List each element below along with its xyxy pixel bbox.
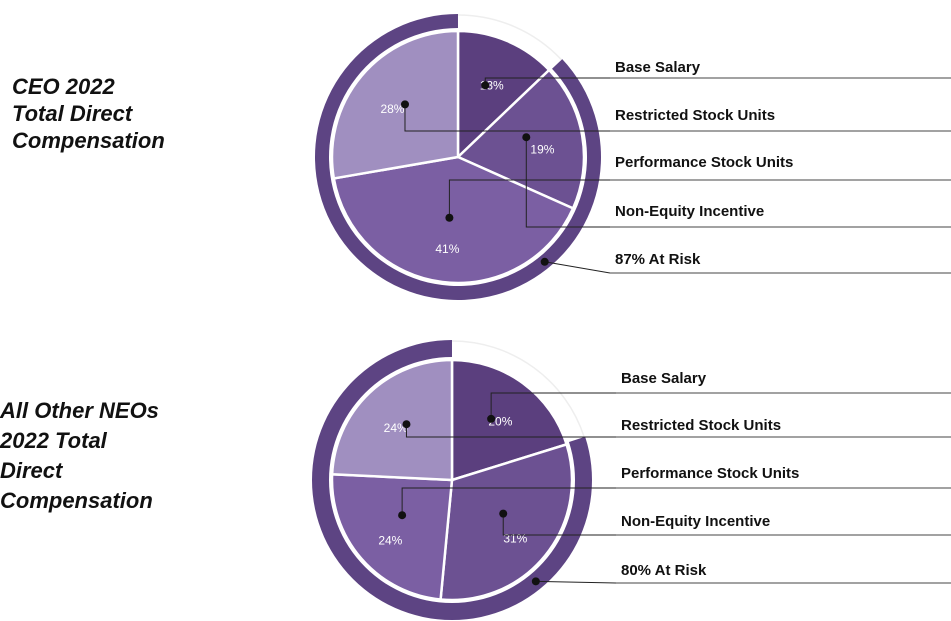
chart-title: CEO 2022	[12, 74, 115, 99]
percent-label: 28%	[380, 102, 404, 116]
pie-slice	[456, 29, 551, 160]
legend-label: Non-Equity Incentive	[621, 513, 770, 530]
legend-label: Performance Stock Units	[621, 465, 799, 482]
leader-line	[448, 179, 610, 218]
chart-title: 2022 Total	[0, 428, 108, 453]
leader-line	[535, 580, 617, 584]
leader-dot	[487, 414, 496, 423]
leader-line	[544, 261, 611, 274]
legend-label: Non-Equity Incentive	[615, 203, 764, 220]
leader-line	[404, 104, 610, 132]
pie-slice	[450, 358, 569, 482]
at-risk-label: 80% At Risk	[621, 562, 707, 579]
leader-dot	[400, 100, 409, 109]
percent-label: 31%	[503, 532, 527, 546]
leader-dot	[398, 511, 407, 520]
leader-line	[490, 392, 616, 419]
gap-outline	[451, 340, 585, 438]
percent-label: 41%	[435, 242, 459, 256]
leader-dot	[402, 420, 411, 429]
pie-slice	[439, 442, 574, 602]
chart-title: Compensation	[12, 128, 165, 153]
leader-line	[405, 424, 616, 438]
leader-dot	[481, 81, 490, 90]
leader-dot	[499, 509, 508, 518]
legend-label: Base Salary	[621, 370, 707, 387]
legend-label: Performance Stock Units	[615, 154, 793, 171]
percent-label: 24%	[378, 534, 402, 548]
leader-line	[525, 137, 610, 228]
leader-dot	[445, 213, 454, 222]
chart-title: Compensation	[0, 488, 153, 513]
legend-label: Restricted Stock Units	[621, 417, 781, 434]
pie-slice	[330, 472, 454, 601]
percent-label: 19%	[530, 143, 554, 157]
pie-slice	[330, 358, 454, 482]
pie-slice	[455, 68, 586, 211]
gap-outline	[457, 14, 563, 61]
chart-title: All Other NEOs	[0, 398, 159, 423]
legend-label: Base Salary	[615, 59, 701, 76]
leader-line	[502, 513, 616, 536]
at-risk-label: 87% At Risk	[615, 251, 701, 268]
chart-title: Total Direct	[12, 101, 134, 126]
leader-dot	[540, 257, 549, 266]
leader-dot	[531, 577, 540, 586]
percent-label: 24%	[384, 421, 408, 435]
leader-line	[401, 487, 616, 516]
pie-slice	[330, 29, 460, 180]
leader-dot	[522, 133, 531, 142]
legend-label: Restricted Stock Units	[615, 107, 775, 124]
pie-slice	[332, 155, 575, 285]
chart-title: Direct	[0, 458, 64, 483]
